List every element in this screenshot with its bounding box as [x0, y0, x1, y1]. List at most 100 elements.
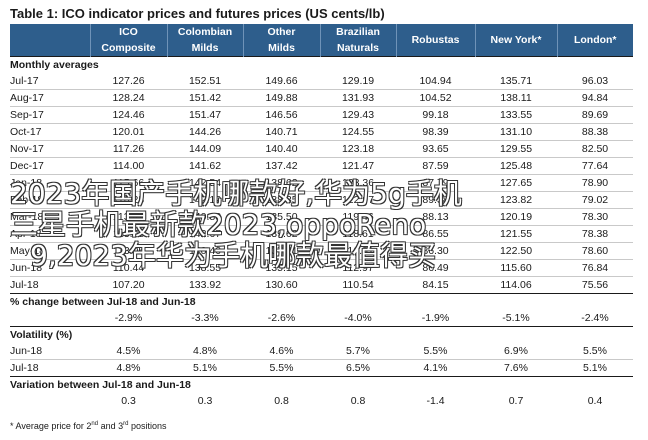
- table-cell: 151.42: [167, 89, 243, 107]
- row-label: Nov-17: [10, 140, 90, 158]
- table-row: Apr-18 113.55 142.67 139.62 118.61 86.55 121.5…: [10, 225, 633, 243]
- table-cell: 82.50: [557, 140, 633, 158]
- table-row: Nov-17 117.26 144.09 140.40 123.18 93.65 129.5…: [10, 140, 633, 158]
- table-cell: 124.55: [320, 123, 396, 141]
- footnote: * Average price for 2nd and 3rd position…: [10, 421, 166, 431]
- section-heading-row: % change between Jul-18 and Jun-18: [10, 293, 633, 310]
- table-cell: 144.09: [167, 140, 243, 158]
- table-cell: 122.50: [475, 242, 557, 260]
- row-label: Jun-18: [10, 343, 90, 360]
- table-cell: 78.38: [557, 225, 633, 243]
- section-heading-row: Volatility (%): [10, 326, 633, 343]
- table-row: 0.3 0.3 0.8 0.8 -1.4 0.7 0.4: [10, 393, 633, 409]
- table-cell: 151.47: [167, 106, 243, 124]
- table-row: May-18 113.05 140.40 137.61 116.81 86.30 122.5…: [10, 242, 633, 260]
- row-label: Jun-18: [10, 259, 90, 277]
- table-cell: 110.44: [90, 259, 167, 277]
- column-header-line1: Colombian: [177, 26, 233, 38]
- table-row: Jun-18 110.44 138.55 135.15 112.97 86.49 115.6…: [10, 259, 633, 277]
- table-cell: 5.1%: [193, 362, 217, 374]
- table-cell: 0.8: [274, 395, 289, 407]
- column-header-line1: Robustas: [411, 34, 460, 46]
- table-row: Jul-17 127.26 152.51 149.66 129.19 104.94 135.…: [10, 73, 633, 90]
- row-label: Aug-17: [10, 89, 90, 107]
- table-cell: 129.43: [320, 106, 396, 124]
- table-cell: 120.19: [475, 208, 557, 226]
- table-cell: 79.02: [557, 191, 633, 209]
- table-cell: 0.4: [587, 395, 603, 407]
- table-cell: 78.60: [557, 242, 633, 260]
- column-header: Robustas: [395, 24, 475, 57]
- table-cell: 0.3: [197, 395, 213, 407]
- column-header-line1: ICO: [119, 26, 138, 38]
- table-cell: 88.38: [557, 123, 633, 141]
- row-label: [10, 393, 90, 409]
- table-cell: 129.55: [475, 140, 557, 158]
- table-cell: -2.4%: [581, 312, 609, 324]
- row-label: Sep-17: [10, 106, 90, 124]
- table-cell: 75.56: [581, 279, 609, 291]
- column-header: Other Milds: [242, 24, 320, 57]
- table-cell: 140.88: [167, 208, 243, 226]
- table-cell: 144.26: [167, 123, 243, 141]
- row-label: Mar-18: [10, 208, 90, 226]
- table-cell: 78.30: [557, 208, 633, 226]
- section-heading-row: Monthly averages: [10, 56, 633, 73]
- table-cell: 115.60: [475, 259, 557, 277]
- footnote-mid: and 3: [98, 421, 124, 431]
- table-cell: 140.40: [167, 242, 243, 260]
- column-header: Colombian Milds: [166, 24, 243, 57]
- table-row: Jun-18 4.5% 4.8% 4.6% 5.7% 5.5% 6.9% 5.5%: [10, 343, 633, 360]
- table-row: Feb-18 116.25 142.12 138.35 122.97 89.38 123.8…: [10, 191, 633, 209]
- row-label: [10, 310, 90, 327]
- table-cell: 76.84: [557, 259, 633, 277]
- table-row: Aug-17 128.24 151.42 149.88 131.93 104.52 138.…: [10, 89, 633, 107]
- table-cell: 4.5%: [90, 343, 167, 360]
- row-label: Apr-18: [10, 225, 90, 243]
- table-cell: 142.12: [167, 191, 243, 209]
- table-cell: 89.69: [557, 106, 633, 124]
- header-empty: [10, 24, 90, 57]
- table-cell: 146.56: [243, 106, 320, 124]
- table-cell: 142.67: [167, 225, 243, 243]
- table-row: Jul-18 4.8% 5.1% 5.5% 6.5% 4.1% 7.6% 5.1%: [10, 360, 633, 377]
- table-cell: 135.15: [243, 259, 320, 277]
- row-label: Jul-17: [10, 73, 90, 90]
- table-cell: 84.15: [422, 279, 449, 291]
- table-cell: 138.11: [475, 89, 557, 107]
- table-cell: 5.5%: [396, 343, 475, 360]
- column-header-line1: New York*: [490, 34, 542, 46]
- table-cell: 96.03: [557, 73, 633, 90]
- table-row: Mar-18 113.49 140.88 135.50 119.46 88.13 120.1…: [10, 208, 633, 226]
- table-cell: 117.26: [90, 140, 167, 158]
- row-label: Oct-17: [10, 123, 90, 141]
- table-body: Monthly averages Jul-17 127.26 152.51 149.66…: [10, 56, 633, 410]
- table-cell: 0.7: [508, 395, 524, 407]
- table-row: -2.9% -3.3% -2.6% -4.0% -1.9% -5.1% -2.4%: [10, 310, 633, 327]
- table-cell: 86.55: [396, 225, 475, 243]
- table-cell: 120.01: [90, 123, 167, 141]
- table-cell: 128.24: [90, 89, 167, 107]
- table-cell: 133.92: [188, 279, 222, 291]
- table-cell: 5.1%: [583, 362, 607, 374]
- section-heading: % change between Jul-18 and Jun-18: [10, 293, 633, 310]
- table-cell: 94.84: [557, 89, 633, 107]
- column-header-line2: Milds: [191, 42, 219, 54]
- table-cell: 152.51: [167, 73, 243, 90]
- table-cell: 114.06: [500, 279, 532, 291]
- column-header: London*: [556, 24, 633, 57]
- row-label: Jul-18: [10, 279, 39, 291]
- table-cell: 125.48: [475, 157, 557, 175]
- table-cell: 121.47: [320, 157, 396, 175]
- table-cell: 116.25: [90, 191, 167, 209]
- table-cell: 142.54: [167, 174, 243, 192]
- table-title: Table 1: ICO indicator prices and future…: [10, 6, 385, 21]
- table-cell: 140.71: [243, 123, 320, 141]
- table-cell: -2.6%: [267, 312, 296, 324]
- column-header: Brazilian Naturals: [319, 24, 396, 57]
- table-cell: 137.61: [243, 242, 320, 260]
- table-cell: 77.64: [557, 157, 633, 175]
- table-cell: 107.20: [112, 279, 145, 291]
- table-cell: 121.55: [475, 225, 557, 243]
- table-row: Jul-18 107.20 133.92 130.60 110.54 84.15 114.0…: [10, 277, 633, 294]
